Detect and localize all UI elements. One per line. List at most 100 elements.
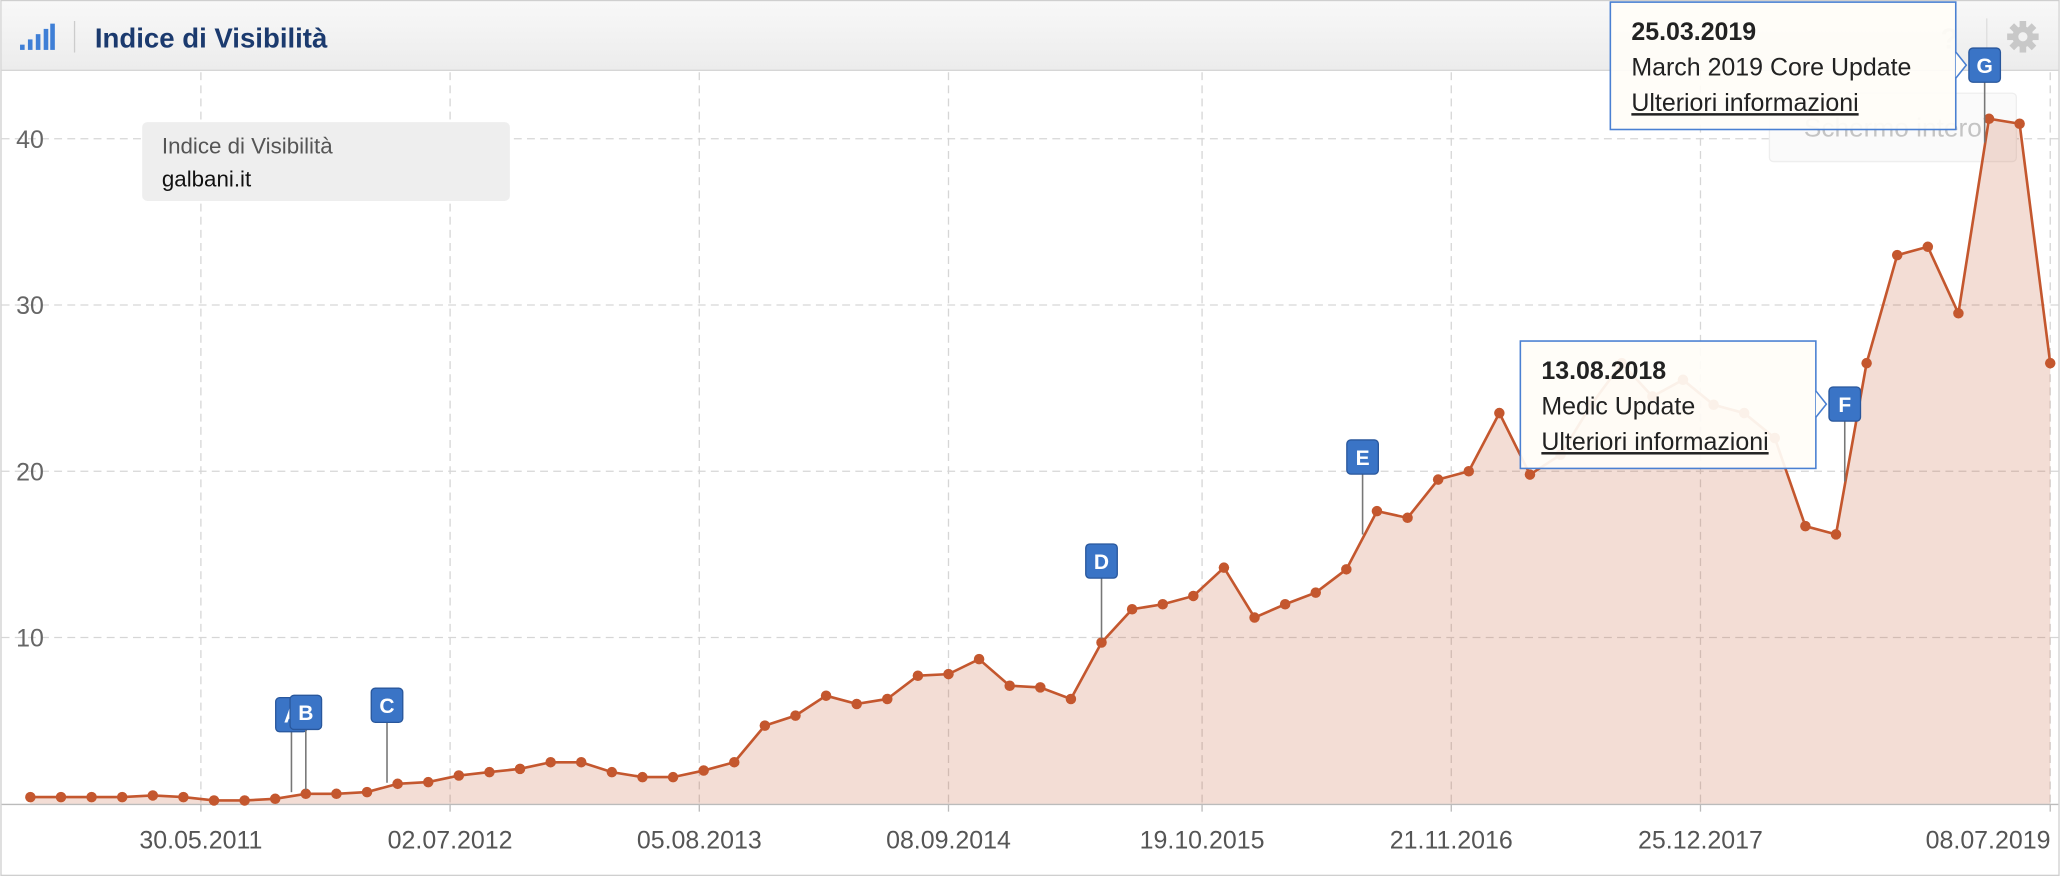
- y-tick-label: 10: [16, 625, 44, 653]
- data-point: [1922, 241, 1934, 253]
- data-point: [820, 690, 832, 701]
- data-point: [1310, 587, 1321, 598]
- tooltip-date: 25.03.2019: [1631, 18, 1756, 46]
- data-point: [392, 778, 403, 790]
- data-point: [331, 788, 342, 800]
- data-point: [1126, 603, 1138, 615]
- data-point: [147, 790, 159, 801]
- x-tick-label: 25.12.2017: [1638, 826, 1763, 854]
- tooltip-name: Medic Update: [1541, 393, 1695, 421]
- event-marker[interactable]: [1968, 47, 2002, 83]
- tooltip-box: [1519, 340, 1817, 470]
- data-point: [1004, 680, 1015, 691]
- plot-area: 10 20 30 40 30.05.2011 02.07.2012 05.08.2013 08…: [1, 1, 2059, 854]
- data-point: [453, 770, 465, 781]
- y-tick-label: 20: [16, 458, 44, 486]
- data-point: [86, 791, 97, 803]
- data-point: [1861, 357, 1872, 369]
- x-tick-label: 02.07.2012: [388, 826, 513, 854]
- event-marker[interactable]: [1085, 543, 1118, 579]
- data-point: [1432, 474, 1444, 485]
- signal-icon: [20, 23, 55, 50]
- legend-entry: galbani.it: [162, 166, 252, 191]
- data-point: [1371, 505, 1383, 517]
- data-point: [1891, 249, 1903, 261]
- data-point: [729, 756, 740, 768]
- event-label: D: [1094, 551, 1109, 574]
- tooltip-box: [1609, 1, 1957, 131]
- data-point: [25, 791, 36, 803]
- tooltip-name: March 2019 Core Update: [1631, 54, 1911, 82]
- data-point: [1065, 693, 1077, 705]
- settings-button[interactable]: [2007, 21, 2039, 53]
- y-tick-label: 30: [16, 292, 44, 320]
- area: [30, 118, 2051, 804]
- data-point: [1096, 637, 1107, 648]
- event-tooltip: 13.08.2018 Medic Update Ulteriori informaz…: [1519, 340, 1828, 470]
- data-point: [1218, 562, 1230, 573]
- data-point: [1463, 465, 1475, 477]
- data-point: [606, 766, 618, 778]
- x-tick-label: 05.08.2013: [637, 826, 762, 854]
- event-label: E: [1356, 447, 1370, 470]
- data-point: [514, 763, 526, 775]
- data-point: [2014, 118, 2025, 130]
- event-label: C: [379, 695, 394, 718]
- data-point: [2044, 357, 2056, 369]
- event-tooltip: 25.03.2019 March 2019 Core Update Ulterior…: [1609, 1, 1968, 131]
- x-tick-label: 08.07.2019: [1926, 826, 2051, 854]
- event-marker[interactable]: [1828, 386, 1862, 422]
- x-tick-label: 19.10.2015: [1140, 826, 1265, 854]
- data-point: [1341, 564, 1352, 575]
- x-tick-label: 30.05.2011: [139, 826, 262, 854]
- data-point: [1402, 512, 1413, 524]
- data-point: [790, 710, 801, 721]
- data-point: [484, 766, 495, 778]
- data-point: [239, 795, 250, 806]
- tooltip-link[interactable]: Ulteriori informazioni: [1541, 428, 1768, 456]
- data-point: [545, 756, 556, 768]
- data-point: [851, 698, 862, 710]
- header-title: Indice di Visibilità: [95, 22, 328, 53]
- data-point: [698, 765, 709, 776]
- data-point: [1035, 682, 1046, 693]
- event-marker[interactable]: [370, 687, 404, 724]
- data-point: [973, 653, 985, 665]
- data-point: [422, 776, 434, 788]
- x-tick-label: 08.09.2014: [886, 826, 1011, 854]
- event-marker[interactable]: [289, 694, 323, 731]
- event-marker[interactable]: [1346, 439, 1379, 475]
- tooltip-arrow: [1815, 390, 1828, 418]
- data-point: [361, 786, 373, 798]
- data-point: [1800, 520, 1811, 532]
- data-point: [208, 795, 220, 806]
- data-point: [1279, 599, 1291, 610]
- data-point: [269, 793, 281, 805]
- legend-title: Indice di Visibilità: [162, 134, 333, 159]
- x-tick-label: 21.11.2016: [1390, 826, 1513, 854]
- data-point: [1953, 308, 1964, 319]
- data-point: [300, 788, 312, 800]
- data-point: [759, 720, 771, 731]
- data-point: [667, 771, 679, 783]
- data-point: [178, 791, 189, 803]
- data-point: [912, 670, 924, 682]
- data-point: [1494, 407, 1505, 419]
- tooltip-date: 13.08.2018: [1541, 357, 1666, 385]
- data-point: [1830, 529, 1842, 540]
- y-tick-label: 40: [16, 126, 44, 154]
- tooltip-link[interactable]: Ulteriori informazioni: [1631, 89, 1858, 117]
- data-point: [55, 791, 67, 803]
- legend-box: [142, 122, 510, 201]
- data-point: [1157, 599, 1168, 610]
- data-point: [943, 668, 954, 680]
- data-point: [637, 771, 648, 783]
- event-label: F: [1838, 394, 1851, 417]
- tooltip-arrow: [1955, 51, 1968, 79]
- event-label: B: [298, 702, 313, 725]
- data-point: [116, 791, 128, 803]
- event-label: G: [1976, 55, 1992, 78]
- data-point: [1249, 612, 1260, 623]
- data-point: [1524, 469, 1536, 480]
